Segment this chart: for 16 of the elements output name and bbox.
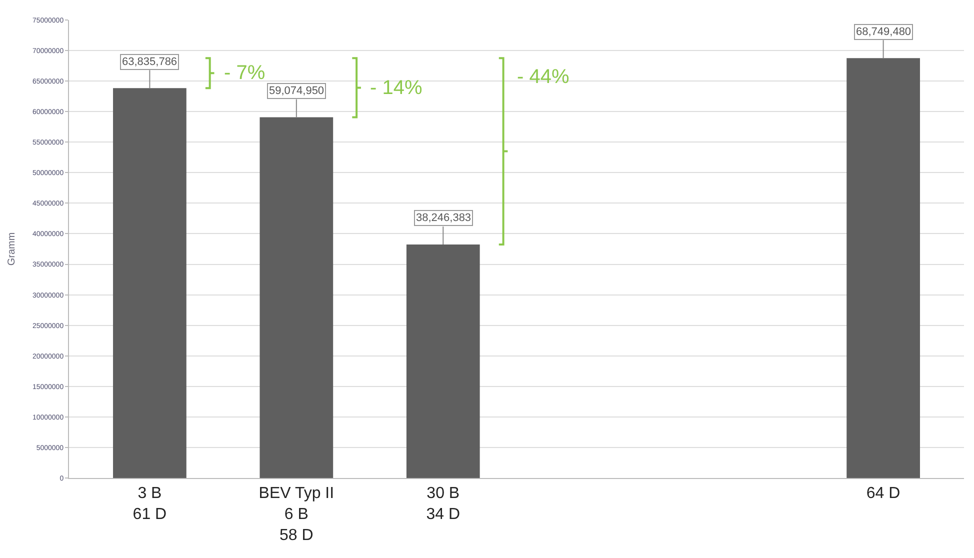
bar [113, 88, 186, 478]
data-label: 38,246,383 [416, 212, 472, 224]
x-tick-label: BEV Typ II 6 B 58 D [258, 485, 334, 544]
data-label: 68,749,480 [856, 26, 912, 38]
annotation: - 44% [517, 66, 570, 88]
x-tick-label: 3 B 61 D [132, 485, 167, 523]
x-tick-label: 64 D [866, 485, 900, 502]
annotation: - 14% [370, 77, 422, 99]
annotation: - 7% [224, 62, 266, 84]
bar [406, 244, 480, 478]
y-axis-title: Gramm [6, 232, 18, 266]
data-label: 63,835,786 [122, 56, 178, 68]
bar [846, 58, 920, 478]
x-tick-label: 30 B 34 D [426, 485, 460, 523]
data-label: 59,074,950 [269, 85, 324, 97]
bar [260, 117, 334, 478]
